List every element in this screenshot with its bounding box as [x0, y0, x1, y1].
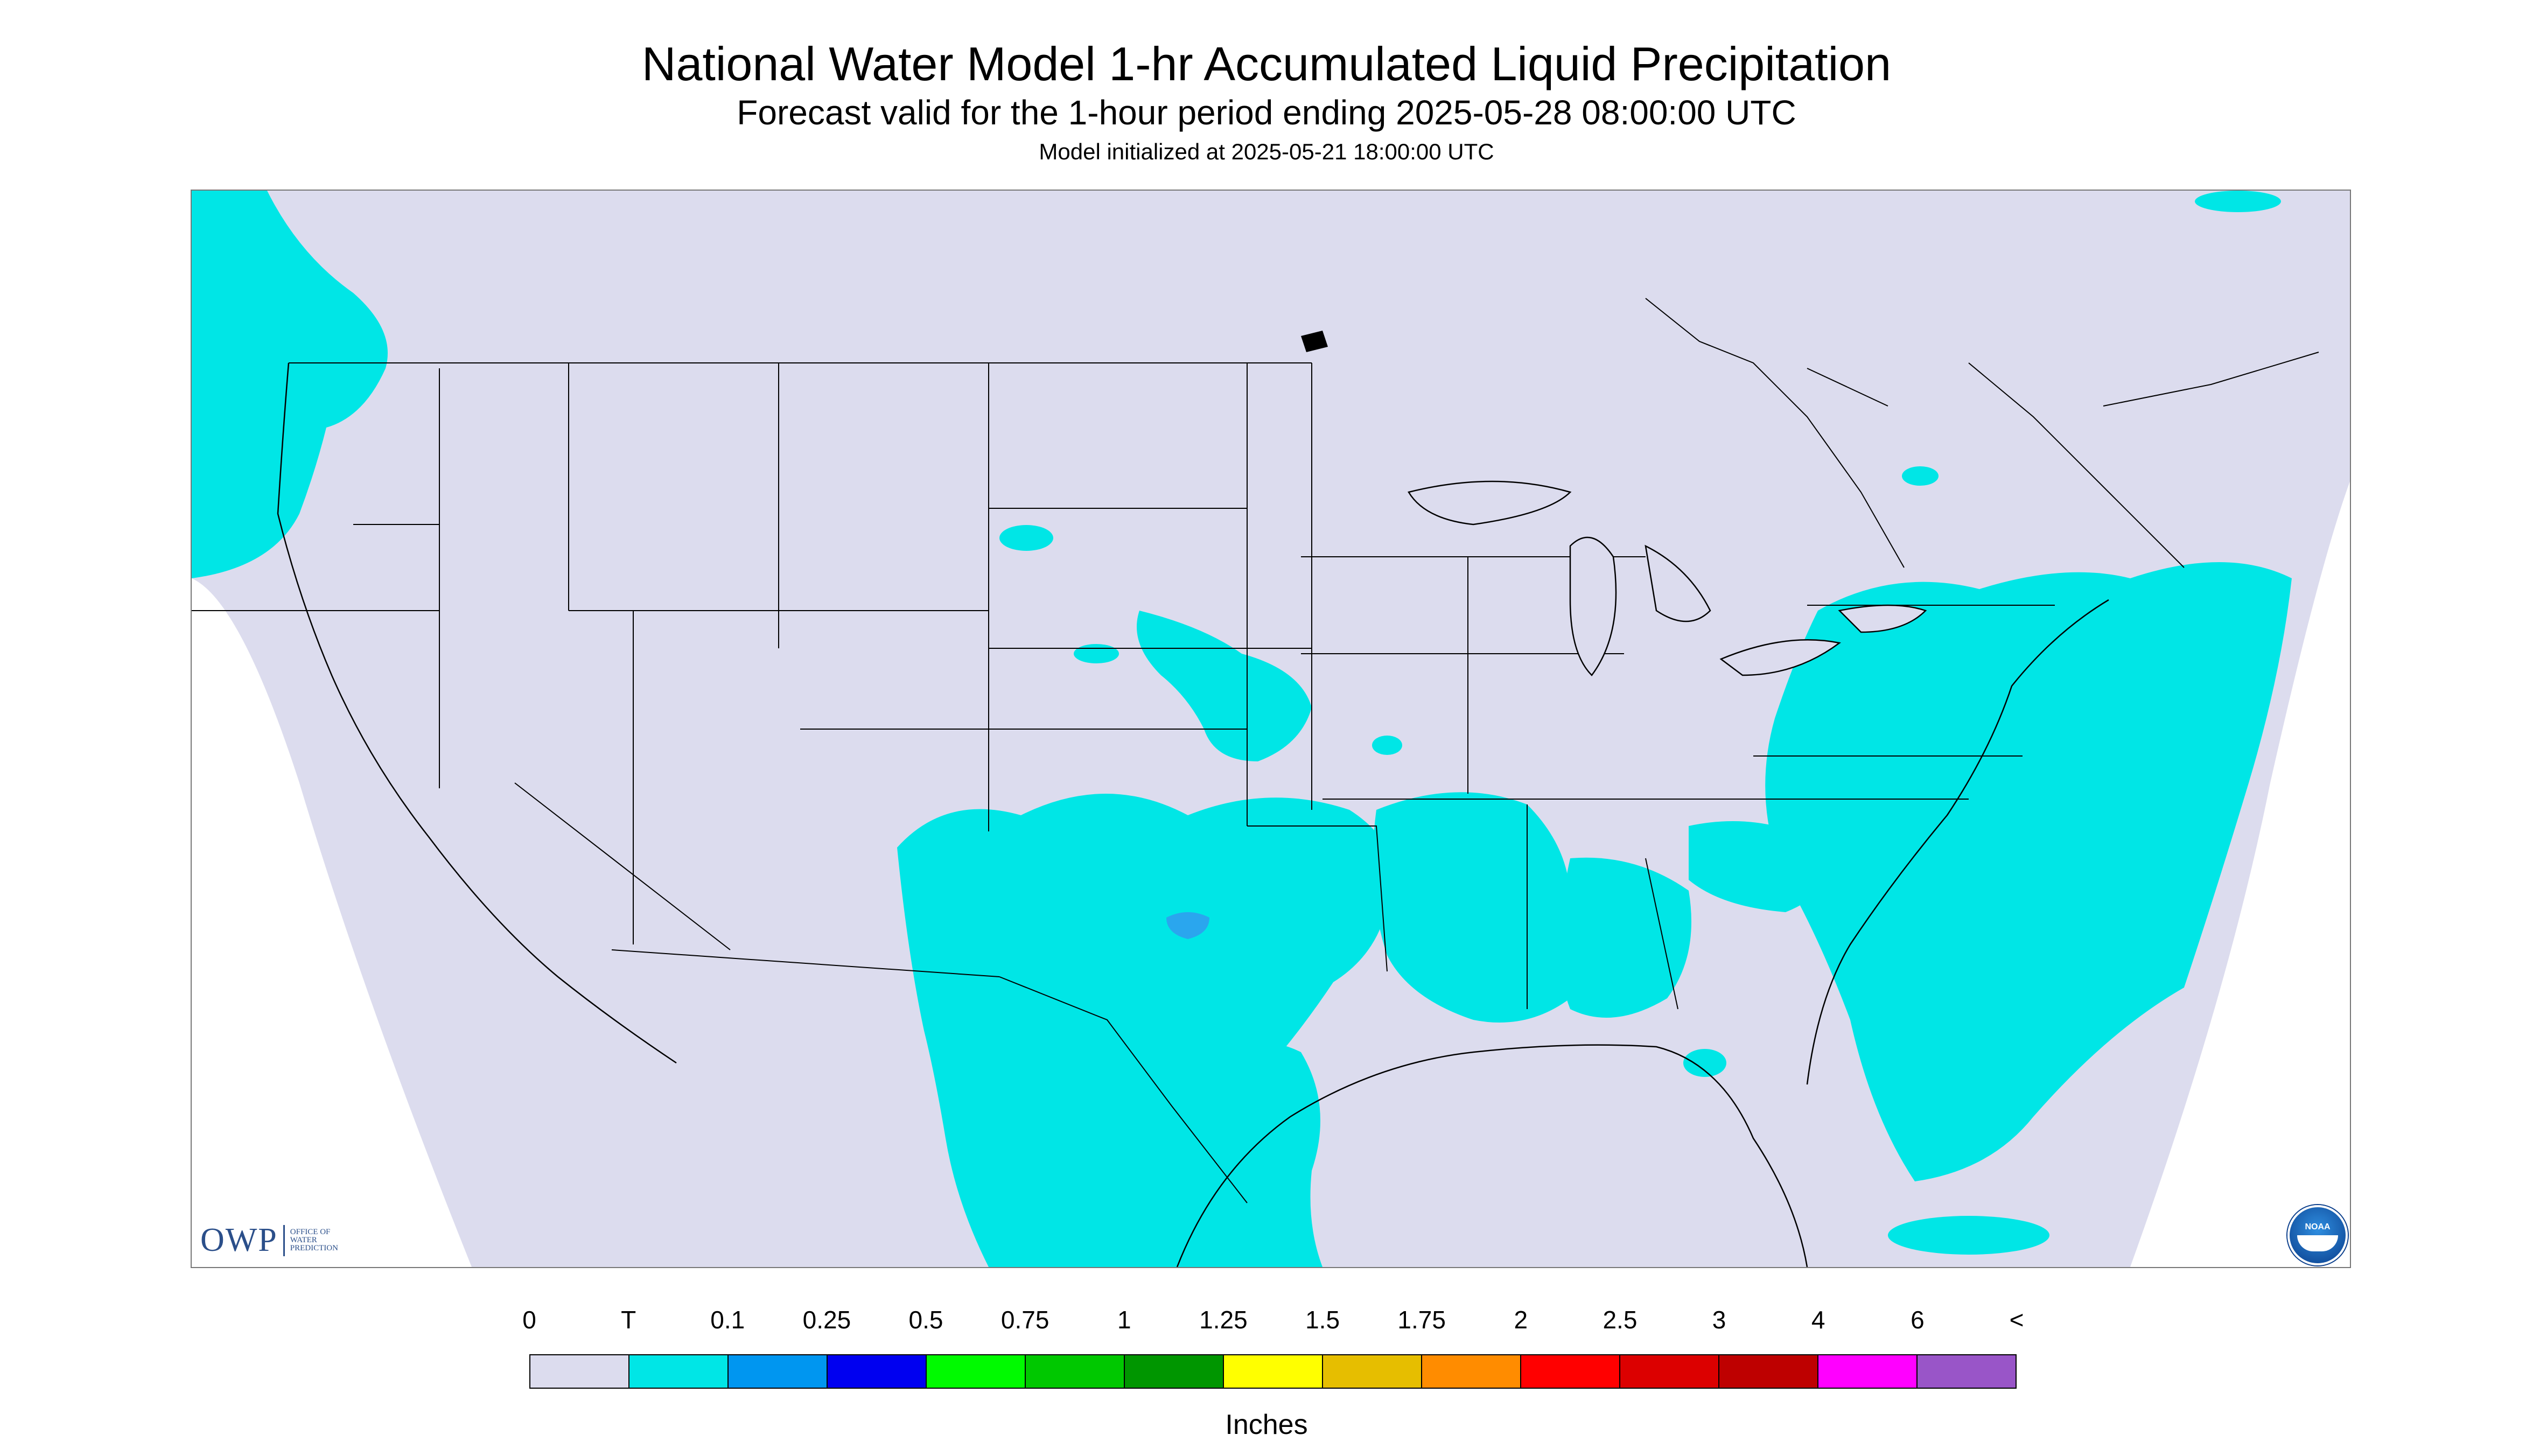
precip-area-light-core [1166, 912, 1209, 939]
precipitation-map[interactable] [191, 190, 2351, 1268]
legend-label-10: 2 [1514, 1306, 1528, 1334]
coastlines [277, 362, 2109, 1267]
legend-swatch-3 [828, 1355, 927, 1388]
precip-area-caribbean [1888, 1216, 2049, 1255]
legend-label-11: 2.5 [1603, 1306, 1638, 1334]
precip-area-atlantic [1765, 562, 2292, 1181]
precip-area-florida-gulf [1683, 1049, 1726, 1077]
legend-units-label: Inches [1225, 1409, 1308, 1440]
legend-swatch-4 [927, 1355, 1026, 1388]
legend-swatch-1 [629, 1355, 729, 1388]
legend-label-6: 1 [1117, 1306, 1131, 1334]
legend-label-15: < [2009, 1306, 2024, 1334]
legend-label-3: 0.25 [802, 1306, 851, 1334]
precip-area-carolinas [1689, 821, 1831, 912]
precip-area-gulf-coast [1559, 857, 1691, 1018]
legend-swatch-5 [1026, 1355, 1125, 1388]
lake-of-the-woods [1301, 331, 1328, 352]
legend-swatch-10 [1521, 1355, 1620, 1388]
owp-logo-divider [283, 1224, 285, 1256]
owp-office-name: Office of Water Prediction [290, 1228, 338, 1252]
legend-swatch-9 [1422, 1355, 1521, 1388]
legend-label-1: T [621, 1306, 636, 1334]
precip-area-pacific-northwest [192, 191, 388, 578]
legend-swatch-0 [530, 1355, 629, 1388]
great-lakes [1408, 480, 1927, 676]
legend-label-5: 0.75 [1000, 1306, 1049, 1334]
map-canvas [192, 191, 2350, 1267]
precip-area-texas-gulf [1177, 1041, 1323, 1267]
owp-logo: OWP Office of Water Prediction [200, 1221, 349, 1259]
precip-area-ontario [1902, 466, 1939, 486]
map-title: National Water Model 1-hr Accumulated Li… [641, 37, 1892, 90]
model-init-line: Model initialized at 2025-05-21 18:00:00… [1039, 139, 1494, 164]
precip-area-lower-mississippi [1373, 792, 1586, 1023]
noaa-logo: NOAA [2287, 1205, 2348, 1265]
legend-labels: 0 T 0.1 0.25 0.5 0.75 1 1.25 1.5 1.75 2 2.5 3 4 6 < [0, 1305, 2533, 1338]
owp-wordmark: OWP [200, 1222, 278, 1258]
noaa-logo-text: NOAA [2305, 1222, 2331, 1231]
precip-area-wyoming [999, 525, 1053, 551]
legend-swatch-6 [1125, 1355, 1224, 1388]
legend-swatch-13 [1818, 1355, 1918, 1388]
legend-swatch-7 [1224, 1355, 1323, 1388]
precip-area-missouri [1372, 736, 1402, 755]
precip-area-quebec [2195, 191, 2281, 212]
legend-swatch-11 [1620, 1355, 1719, 1388]
legend-label-8: 1.5 [1305, 1306, 1340, 1334]
legend-label-2: 0.1 [710, 1306, 745, 1334]
precip-area-southern-plains [897, 794, 1393, 1267]
forecast-valid-subtitle: Forecast valid for the 1-hour period end… [737, 93, 1796, 132]
legend-label-13: 4 [1811, 1306, 1825, 1334]
legend-label-7: 1.25 [1199, 1306, 1248, 1334]
precip-area-colorado [1074, 644, 1119, 663]
legend-label-12: 3 [1712, 1306, 1726, 1334]
legend-label-9: 1.75 [1397, 1306, 1446, 1334]
legend-label-4: 0.5 [908, 1306, 943, 1334]
legend-label-0: 0 [522, 1306, 536, 1334]
legend-swatch-2 [729, 1355, 828, 1388]
legend-swatch-14 [1918, 1355, 2016, 1388]
legend-color-bar [529, 1354, 2017, 1389]
legend-swatch-12 [1719, 1355, 1818, 1388]
legend-swatch-8 [1323, 1355, 1422, 1388]
noaa-gull-icon [2297, 1235, 2338, 1251]
legend-label-14: 6 [1911, 1306, 1925, 1334]
political-boundaries [192, 298, 2319, 1203]
